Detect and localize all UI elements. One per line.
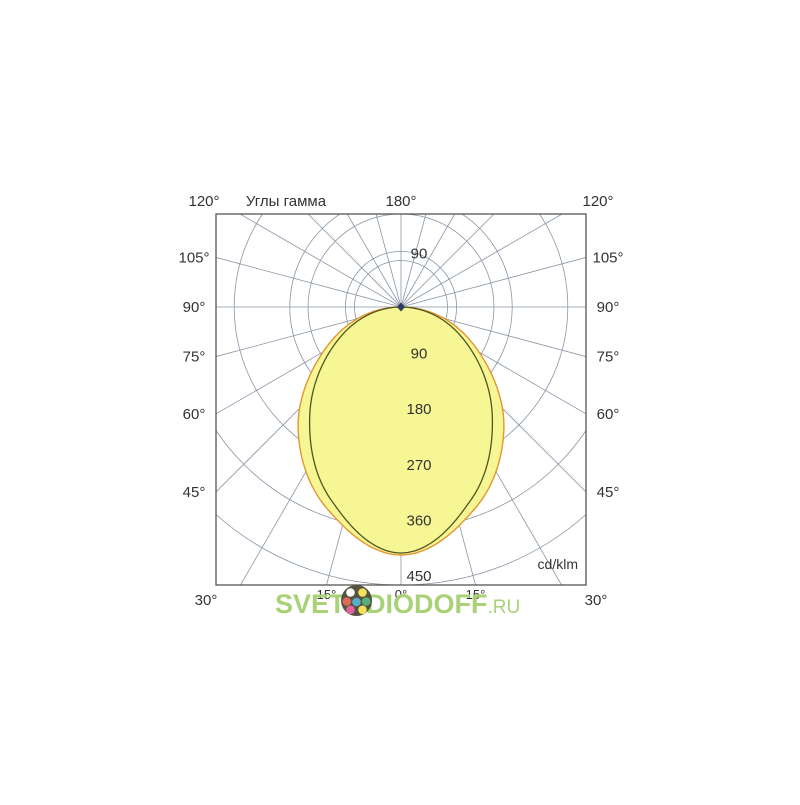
svg-text:105°: 105° bbox=[592, 249, 623, 266]
svg-text:75°: 75° bbox=[183, 349, 206, 366]
svg-text:60°: 60° bbox=[597, 406, 620, 423]
svg-text:120°: 120° bbox=[582, 193, 613, 210]
svg-text:cd/klm: cd/klm bbox=[538, 556, 578, 572]
svg-text:90: 90 bbox=[411, 346, 428, 363]
svg-text:360: 360 bbox=[406, 512, 431, 529]
svg-text:30°: 30° bbox=[195, 592, 218, 609]
svg-text:SVETODIODOFF: SVETODIODOFF bbox=[275, 589, 488, 619]
svg-text:450: 450 bbox=[406, 568, 431, 585]
svg-text:270: 270 bbox=[406, 457, 431, 474]
svg-text:90°: 90° bbox=[597, 299, 620, 316]
svg-text:90: 90 bbox=[411, 246, 428, 263]
svg-text:75°: 75° bbox=[597, 349, 620, 366]
svg-text:30°: 30° bbox=[585, 592, 608, 609]
svg-text:90°: 90° bbox=[183, 299, 206, 316]
svg-text:45°: 45° bbox=[597, 484, 620, 501]
svg-text:45°: 45° bbox=[183, 484, 206, 501]
svg-text:Углы гамма: Углы гамма bbox=[246, 193, 327, 210]
svg-text:60°: 60° bbox=[183, 406, 206, 423]
svg-text:180: 180 bbox=[406, 401, 431, 418]
svg-text:120°: 120° bbox=[188, 193, 219, 210]
svg-text:105°: 105° bbox=[178, 249, 209, 266]
svg-text:180°: 180° bbox=[385, 193, 416, 210]
svg-text:.RU: .RU bbox=[488, 597, 521, 618]
